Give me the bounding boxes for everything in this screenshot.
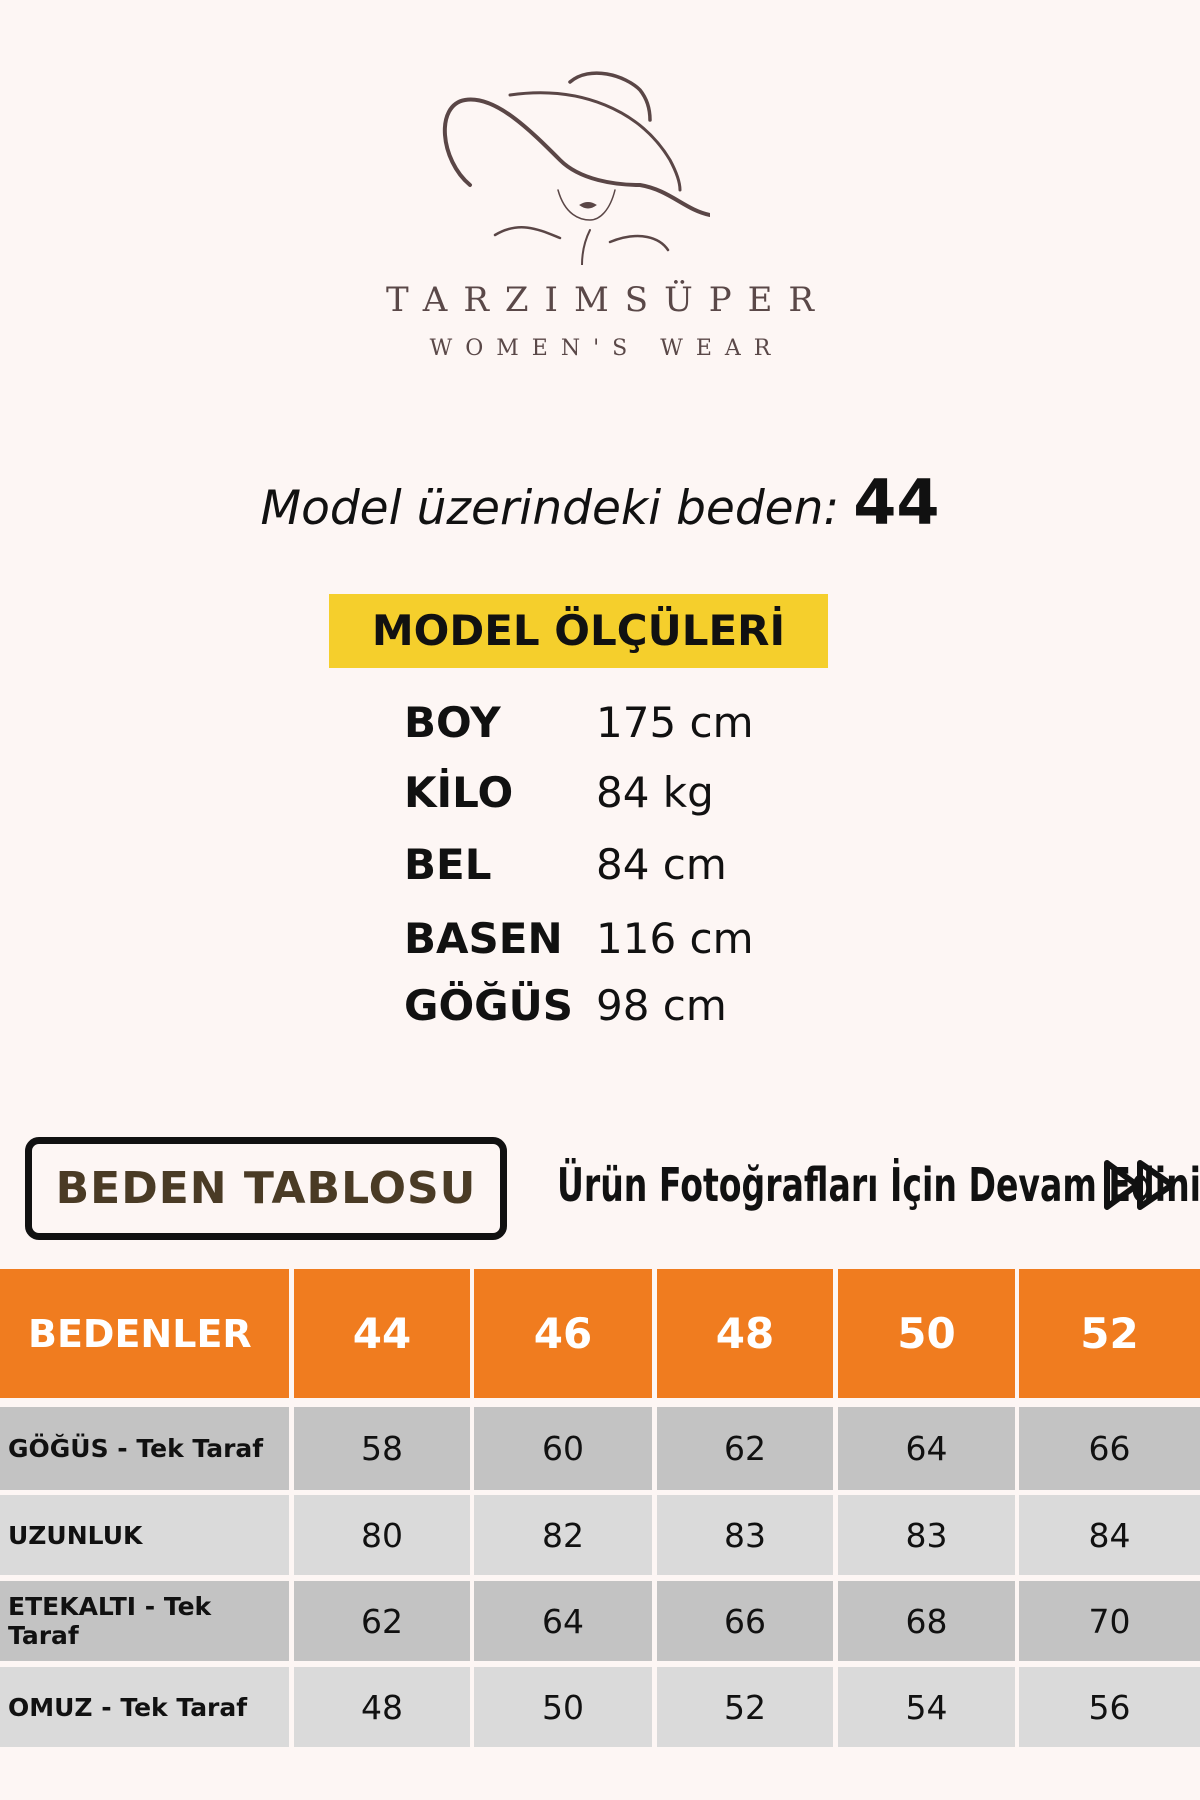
measurement-row: BEL 84 cm: [404, 840, 727, 890]
measurement-key: GÖĞÜS: [404, 981, 574, 1030]
measurements-title: MODEL ÖLÇÜLERİ: [329, 594, 828, 668]
row-label: ETEKALTI - Tek Taraf: [0, 1581, 289, 1661]
measurement-value: 116 cm: [596, 914, 754, 963]
measurement-key: BEL: [404, 840, 492, 889]
size-header: 48: [657, 1269, 833, 1398]
measurement-value: 84 kg: [596, 768, 714, 817]
size-header: 44: [294, 1269, 470, 1398]
fast-forward-icon[interactable]: [1102, 1158, 1178, 1212]
table-cell: 58: [294, 1407, 470, 1490]
measurement-value: 175 cm: [596, 698, 754, 747]
model-size-label: Model üzerindeki beden:: [260, 481, 840, 536]
table-cell: 52: [657, 1667, 833, 1747]
measurement-value: 84 cm: [596, 840, 727, 889]
table-cell: 50: [474, 1667, 652, 1747]
size-header: 52: [1019, 1269, 1200, 1398]
table-cell: 62: [294, 1581, 470, 1661]
model-size-value: 44: [853, 466, 940, 539]
table-cell: 82: [474, 1495, 652, 1575]
table-cell: 80: [294, 1495, 470, 1575]
table-cell: 66: [657, 1581, 833, 1661]
woman-with-hat-logo: [443, 71, 710, 265]
sizes-header-label: BEDENLER: [0, 1269, 289, 1398]
measurement-row: BASEN 116 cm: [404, 914, 754, 964]
row-label: OMUZ - Tek Taraf: [0, 1667, 289, 1747]
table-cell: 83: [657, 1495, 833, 1575]
table-cell: 62: [657, 1407, 833, 1490]
table-cell: 54: [838, 1667, 1015, 1747]
row-label: GÖĞÜS - Tek Taraf: [0, 1407, 289, 1490]
measurement-key: BOY: [404, 698, 501, 747]
brand-tagline: WOMEN'S WEAR: [429, 336, 784, 361]
table-cell: 60: [474, 1407, 652, 1490]
table-cell: 64: [838, 1407, 1015, 1490]
measurement-row: KİLO 84 kg: [404, 768, 714, 818]
measurement-row: BOY 175 cm: [404, 698, 754, 748]
measurement-key: BASEN: [404, 914, 563, 963]
table-cell: 84: [1019, 1495, 1200, 1575]
row-label: UZUNLUK: [0, 1495, 289, 1575]
size-header: 50: [838, 1269, 1015, 1398]
measurement-row: GÖĞÜS 98 cm: [404, 981, 727, 1031]
size-header: 46: [474, 1269, 652, 1398]
table-cell: 70: [1019, 1581, 1200, 1661]
table-cell: 68: [838, 1581, 1015, 1661]
continue-text: Ürün Fotoğrafları İçin Devam Ediniz: [557, 1158, 1200, 1212]
model-size-line: Model üzerindeki beden: 44: [0, 466, 1200, 539]
table-cell: 56: [1019, 1667, 1200, 1747]
size-table-button[interactable]: BEDEN TABLOSU: [25, 1137, 507, 1240]
table-cell: 48: [294, 1667, 470, 1747]
table-cell: 66: [1019, 1407, 1200, 1490]
table-cell: 64: [474, 1581, 652, 1661]
measurement-key: KİLO: [404, 768, 514, 817]
brand-name: TARZIMSÜPER: [385, 280, 831, 320]
measurement-value: 98 cm: [596, 981, 727, 1030]
table-cell: 83: [838, 1495, 1015, 1575]
